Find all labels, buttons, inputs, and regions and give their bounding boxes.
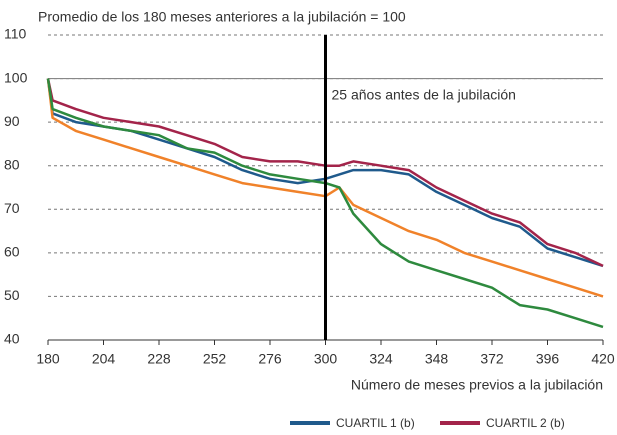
- y-tick-label: 50: [4, 287, 20, 303]
- x-tick-label: 180: [36, 351, 60, 367]
- y-axis-title: Promedio de los 180 meses anteriores a l…: [38, 9, 406, 25]
- annotation-label: 25 años antes de la jubilación: [332, 87, 516, 103]
- x-tick-label: 252: [203, 351, 227, 367]
- y-tick-label: 90: [4, 113, 20, 129]
- x-tick-label: 228: [147, 351, 171, 367]
- x-tick-label: 420: [591, 351, 615, 367]
- y-tick-label: 110: [4, 26, 27, 42]
- y-tick-label: 60: [4, 244, 20, 260]
- y-tick-label: 70: [4, 200, 20, 216]
- y-tick-label: 100: [4, 69, 28, 85]
- x-tick-label: 372: [480, 351, 504, 367]
- y-tick-label: 80: [4, 156, 20, 172]
- x-tick-label: 300: [314, 351, 338, 367]
- x-tick-label: 396: [536, 351, 560, 367]
- legend-label: CUARTIL 2 (b): [486, 416, 565, 430]
- legend-label: CUARTIL 1 (b): [336, 416, 415, 430]
- x-tick-label: 324: [369, 351, 393, 367]
- x-tick-label: 276: [258, 351, 282, 367]
- x-axis-title: Número de meses previos a la jubilación: [351, 377, 603, 393]
- x-tick-label: 348: [425, 351, 449, 367]
- y-tick-label: 40: [4, 331, 20, 347]
- x-tick-label: 204: [92, 351, 116, 367]
